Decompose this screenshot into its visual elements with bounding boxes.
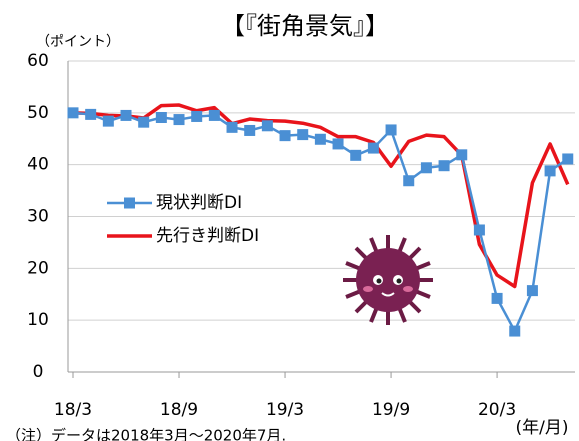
series-marker xyxy=(350,150,361,161)
y-tick-label: 60 xyxy=(27,51,49,71)
y-tick-label: 0 xyxy=(33,362,44,382)
series-marker xyxy=(527,285,538,296)
y-tick-label: 10 xyxy=(27,310,49,330)
series-marker xyxy=(191,111,202,122)
series-marker xyxy=(174,114,185,125)
series-marker xyxy=(209,110,220,121)
x-tick-label: 19/9 xyxy=(372,400,410,420)
x-tick-label: 20/3 xyxy=(478,400,516,420)
series-marker xyxy=(103,116,114,127)
series-marker xyxy=(138,117,149,128)
legend-marker xyxy=(124,198,135,209)
virus-illustration xyxy=(343,235,433,325)
series-marker xyxy=(297,129,308,140)
y-tick-label: 50 xyxy=(27,103,49,123)
x-tick-label: 18/9 xyxy=(160,400,198,420)
series-marker xyxy=(280,130,291,141)
x-tick-label: 18/3 xyxy=(54,400,92,420)
series-line xyxy=(73,105,568,286)
series-marker xyxy=(156,112,167,123)
series-marker xyxy=(315,134,326,145)
series-marker xyxy=(492,293,503,304)
series-marker xyxy=(227,122,238,133)
note: （注）データは2018年3月～2020年7月. xyxy=(6,427,286,441)
series-marker xyxy=(262,120,273,131)
legend-label: 現状判断DI xyxy=(156,193,242,213)
y-tick-label: 20 xyxy=(27,258,49,278)
x-axis-label: (年/月) xyxy=(516,418,569,438)
chart-title: 【『街角景気』】 xyxy=(221,12,389,40)
chart: 【『街角景気』】 （ポイント） (年/月) （注）データは2018年3月～202… xyxy=(0,0,579,441)
series-marker xyxy=(386,124,397,135)
series-marker xyxy=(439,160,450,171)
series-marker xyxy=(368,143,379,154)
series-marker xyxy=(244,125,255,136)
series-marker xyxy=(456,149,467,160)
x-tick-label: 19/3 xyxy=(266,400,304,420)
series-marker xyxy=(474,224,485,235)
y-tick-label: 30 xyxy=(27,207,49,227)
legend-label: 先行き判断DI xyxy=(156,226,259,246)
series-marker xyxy=(403,175,414,186)
y-axis-label: （ポイント） xyxy=(36,34,120,50)
series-marker xyxy=(121,110,132,121)
series-marker xyxy=(333,138,344,149)
series-marker xyxy=(562,153,573,164)
series-marker xyxy=(85,109,96,120)
y-tick-label: 40 xyxy=(27,155,49,175)
series-marker xyxy=(68,107,79,118)
series-marker xyxy=(509,326,520,337)
series-marker xyxy=(421,162,432,173)
series-marker xyxy=(545,165,556,176)
